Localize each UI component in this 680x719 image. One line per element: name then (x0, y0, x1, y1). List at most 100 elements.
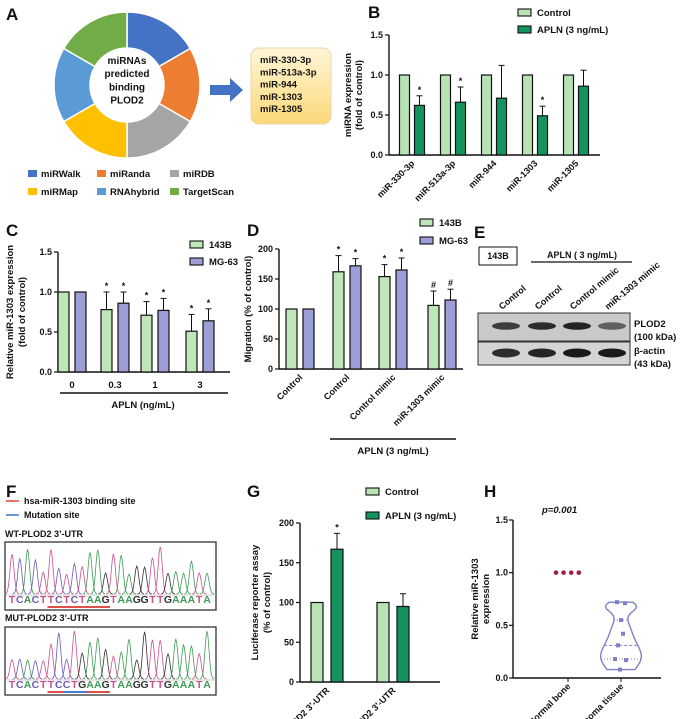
x-tick-label: Control mimic (348, 372, 398, 422)
data-point-osteosarcoma (618, 667, 622, 672)
y-tick-label: 50 (284, 637, 294, 647)
x-tick-label: miR-513a-3p (412, 158, 457, 203)
x-tick-label: 0.3 (108, 380, 121, 391)
bar-control (310, 601, 324, 683)
chromatogram-peak (35, 660, 51, 680)
significance-mark: * (383, 254, 387, 264)
bar-143b (140, 314, 153, 373)
chromatogram-peak (199, 631, 215, 680)
x-tick-label: miR-944 (467, 158, 499, 190)
base-A: A (117, 679, 125, 691)
chromatogram-peak (184, 559, 199, 595)
chromatogram-peak (12, 658, 28, 680)
panel-label-h: H (484, 482, 496, 501)
result-mirna: miR-944 (260, 80, 298, 91)
bar-apln-3-ng-ml- (330, 548, 344, 683)
chromatogram-peak (106, 553, 121, 595)
chromatogram-peak (67, 631, 82, 680)
bar-apln-3-ng-ml- (396, 605, 410, 683)
base-T: T (110, 679, 117, 691)
x-tick-label: miR-1305 (545, 158, 580, 193)
y-tick-label: 50 (263, 334, 273, 344)
base-A: A (172, 594, 180, 606)
panel-label-g: G (247, 482, 260, 501)
bar-143b (185, 330, 198, 373)
donut-center-text: binding (109, 82, 145, 93)
base-A: A (94, 594, 102, 606)
y-tick-label: 0 (289, 677, 294, 687)
base-T: T (157, 679, 164, 691)
base-A: A (203, 594, 211, 606)
bar-apln-3-ng-ml- (454, 101, 467, 156)
bar-mg-63 (117, 302, 130, 373)
chromatogram-peak (191, 652, 207, 680)
y-tick-label: 0.5 (39, 327, 52, 337)
base-C: C (71, 594, 79, 606)
chromatogram-peak (160, 572, 176, 595)
chromatogram-peak (4, 554, 20, 595)
bar-control (398, 74, 411, 156)
base-T: T (63, 594, 70, 606)
chromatogram-peak (106, 655, 121, 680)
base-T: T (110, 594, 117, 606)
cell-line-label: 143B (487, 251, 509, 261)
y-axis-label: miRNA expression (343, 53, 354, 137)
panel-label-a: A (6, 5, 18, 24)
legend-swatch (517, 8, 532, 17)
bar-143b (100, 309, 113, 373)
result-box (250, 47, 332, 125)
donut-segment-targetscan (62, 11, 128, 68)
band-beta-actin (492, 348, 520, 358)
bar-control (439, 74, 452, 156)
legend-swatch (365, 487, 380, 496)
legend-label: APLN (3 ng/mL) (537, 25, 608, 36)
y-tick-label: 100 (258, 304, 273, 314)
significance-mark: * (145, 291, 149, 301)
base-A: A (94, 679, 102, 691)
legend-swatch (28, 170, 37, 177)
result-mirna: miR-1305 (260, 104, 303, 115)
y-tick-label: 200 (258, 244, 273, 254)
significance-mark: * (354, 248, 358, 258)
band-name: PLOD2 (634, 319, 666, 330)
data-point-osteosarcoma (621, 631, 625, 636)
legend-swatch (97, 188, 106, 195)
chromatogram-peak (4, 658, 20, 680)
base-G: G (164, 679, 172, 691)
chromatogram-peak (121, 573, 137, 595)
chromatogram-peak (20, 549, 35, 595)
x-tick-label: WT-PLOD2 3’-UTR (269, 685, 332, 719)
bar-mg-63 (202, 320, 215, 373)
chromatogram-peak (28, 558, 43, 595)
result-mirna: miR-330-3p (260, 55, 311, 66)
right-arrow-icon (210, 78, 243, 102)
base-T: T (48, 594, 55, 606)
bar-apln-3-ng-ml- (495, 97, 508, 156)
panel-label-c: C (6, 221, 18, 240)
data-point-normal-bone (553, 570, 559, 575)
legend-label: Control (537, 8, 571, 19)
legend-swatch (97, 170, 106, 177)
y-axis-label: Relative miR-1303 expression (5, 245, 16, 379)
legend-swatch (189, 240, 204, 249)
chromatogram-peak (67, 562, 82, 595)
chromatogram-peak (28, 659, 43, 680)
legend-label-mirdb: miRDB (183, 169, 215, 180)
legend-label: 143B (209, 240, 232, 251)
chromatogram-peak (152, 640, 168, 680)
legend-swatch (419, 236, 434, 245)
bar-143b (285, 308, 298, 370)
y-tick-label: 0.5 (495, 620, 508, 630)
data-point-osteosarcoma (613, 657, 617, 662)
data-point-normal-bone (576, 570, 582, 575)
base-T: T (79, 594, 86, 606)
chromatogram-peak (59, 573, 74, 595)
bar-apln-3-ng-ml- (536, 115, 549, 156)
data-point-osteosarcoma (624, 658, 628, 663)
y-axis-label: Luciferase reporter assay (250, 544, 261, 660)
base-G: G (141, 679, 149, 691)
base-G: G (133, 679, 141, 691)
legend-label-miranda: miRanda (110, 169, 151, 180)
base-G: G (102, 679, 110, 691)
